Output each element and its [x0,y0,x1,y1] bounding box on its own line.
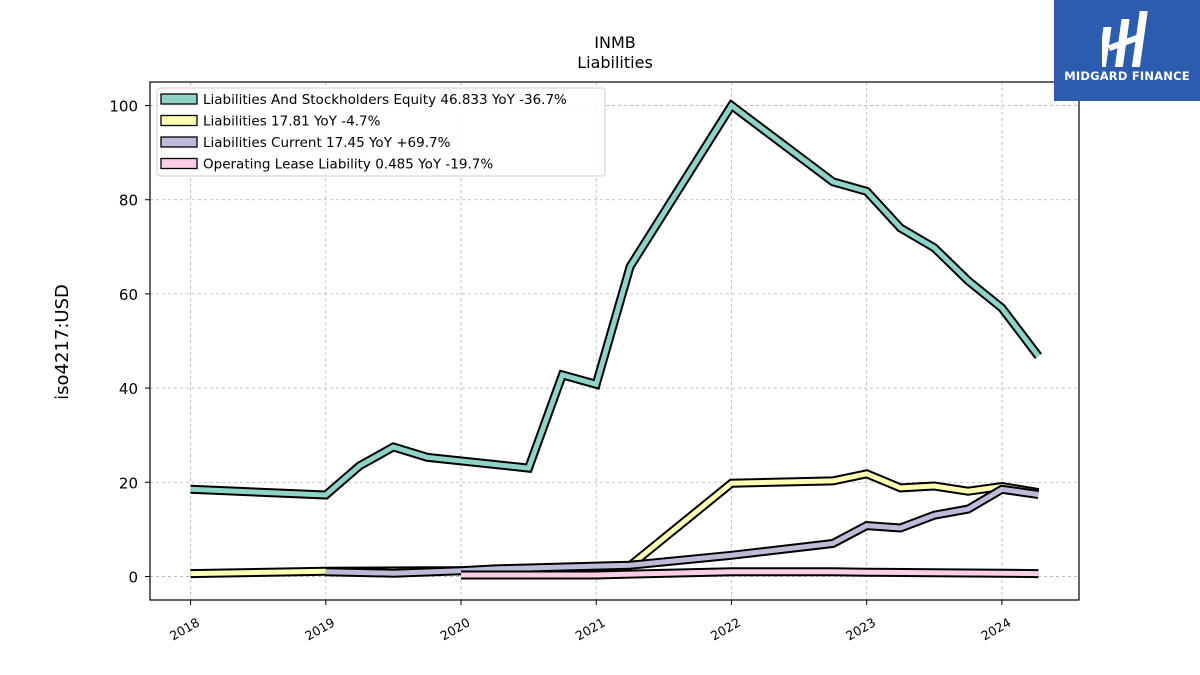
series-line [461,569,1039,578]
brand-logo-text: MIDGARD FINANCE [1064,69,1190,83]
legend-label: Liabilities Current 17.45 YoY +69.7% [203,135,451,151]
x-tick-label: 2019 [302,615,337,644]
plot-frame [149,81,1080,601]
y-tick-label: 40 [119,380,138,398]
legend-swatch [160,114,198,127]
series-2 [325,484,1040,578]
chart-subtitle: Liabilities [577,53,653,72]
legend-label: Liabilities And Stockholders Equity 46.8… [203,92,567,108]
y-tick-label: 100 [109,98,138,116]
x-tick-label: 2023 [843,615,878,644]
series-line [325,486,1039,576]
series-layer [190,98,1042,580]
x-tick-label: 2020 [437,615,472,644]
x-tick-label: 2021 [573,615,608,644]
legend: Liabilities And Stockholders Equity 46.8… [156,87,606,177]
brand-logo: MIDGARD FINANCE [1054,0,1200,101]
brand-logo-icon [1102,11,1148,67]
y-axis-label: iso4217:USD [52,284,73,400]
x-tick-label: 2022 [708,615,743,644]
series-line [190,101,1041,498]
chart-title: INMB [594,33,635,52]
y-tick-label: 0 [128,568,138,586]
y-tick-label: 60 [119,286,138,304]
legend-swatch [160,136,198,148]
y-tick-label: 80 [119,192,138,210]
legend-swatch [160,157,198,170]
y-tick-label: 20 [119,474,138,492]
x-tick-label: 2024 [978,615,1013,644]
series-0 [190,98,1042,500]
x-tick-label: 2018 [167,615,202,644]
legend-label: Liabilities 17.81 YoY -4.7% [203,114,381,130]
legend-label: Operating Lease Liability 0.485 YoY -19.… [203,157,493,173]
legend-box [156,87,606,177]
legend-swatch [160,93,198,105]
series-3 [461,567,1039,580]
